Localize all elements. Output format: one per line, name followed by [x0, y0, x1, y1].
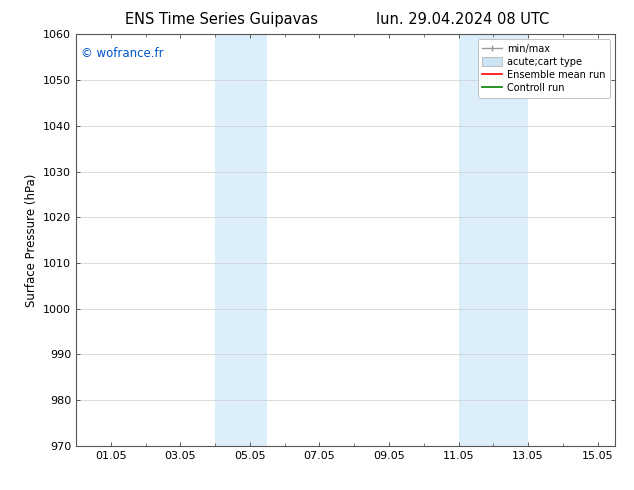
Legend: min/max, acute;cart type, Ensemble mean run, Controll run: min/max, acute;cart type, Ensemble mean … — [477, 39, 610, 98]
Text: © wofrance.fr: © wofrance.fr — [81, 47, 164, 60]
Bar — [458, 34, 528, 446]
Text: lun. 29.04.2024 08 UTC: lun. 29.04.2024 08 UTC — [376, 12, 550, 27]
Text: ENS Time Series Guipavas: ENS Time Series Guipavas — [126, 12, 318, 27]
Bar — [215, 34, 268, 446]
Y-axis label: Surface Pressure (hPa): Surface Pressure (hPa) — [25, 173, 37, 307]
